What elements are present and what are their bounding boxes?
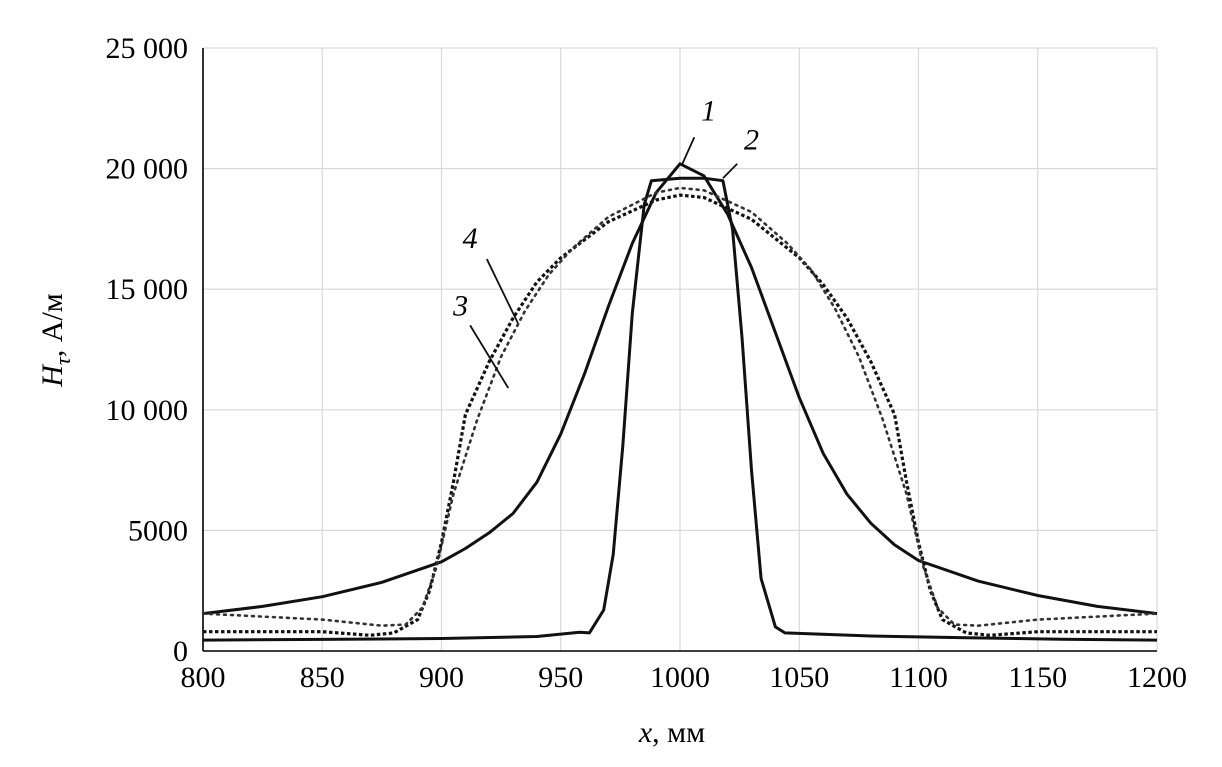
x-tick-label: 1050 [769, 661, 829, 694]
curve-2-label: 2 [744, 123, 759, 156]
curve-2-leader-line [722, 163, 738, 179]
x-tick-label: 1200 [1127, 661, 1187, 694]
y-axis-label-unit: , А/м [36, 293, 69, 357]
curve-1-label: 1 [701, 94, 716, 127]
x-tick-label: 1150 [1008, 661, 1067, 694]
y-tick-label: 15 000 [106, 273, 189, 306]
series-group [201, 162, 1159, 642]
series-1-line [202, 162, 1158, 616]
y-axis-label-variable: H [36, 363, 69, 388]
y-tick-label: 10 000 [106, 394, 189, 427]
series-4-line [201, 186, 1159, 627]
x-axis-label-variable: x [638, 716, 653, 749]
x-tick-labels: 800 850 900 950 1000 1050 1100 1150 1200 [181, 661, 1188, 694]
y-tick-label: 20 000 [106, 153, 189, 186]
curve-3-label: 3 [452, 290, 468, 323]
grid [202, 47, 1158, 652]
curve-annotations: 12 3 4 [452, 94, 759, 389]
y-axis-label: Hτ, А/м [36, 293, 75, 388]
x-tick-label: 800 [181, 661, 226, 694]
curve-3-leader-line [469, 324, 510, 389]
x-tick-label: 1000 [650, 661, 710, 694]
y-tick-label: 5000 [128, 514, 188, 547]
x-tick-label: 850 [300, 661, 345, 694]
curve-1-leader-line [681, 136, 696, 165]
x-axis-label-unit: , мм [652, 716, 705, 749]
curve-4-label: 4 [463, 222, 478, 255]
y-tick-labels: 0 5000 10 000 15 000 20 000 25 000 [106, 32, 189, 668]
x-tick-label: 1100 [889, 661, 948, 694]
x-axis-label: x, мм [638, 716, 705, 749]
curve-4-leader-line [486, 258, 519, 324]
y-tick-label: 0 [173, 635, 188, 668]
axes [202, 48, 1157, 652]
y-axis-label-subscript: τ [50, 356, 75, 365]
series-3-line [203, 193, 1157, 637]
y-tick-label: 25 000 [106, 32, 189, 65]
series-2-line [202, 176, 1158, 642]
x-tick-label: 950 [538, 661, 583, 694]
x-tick-label: 900 [419, 661, 464, 694]
